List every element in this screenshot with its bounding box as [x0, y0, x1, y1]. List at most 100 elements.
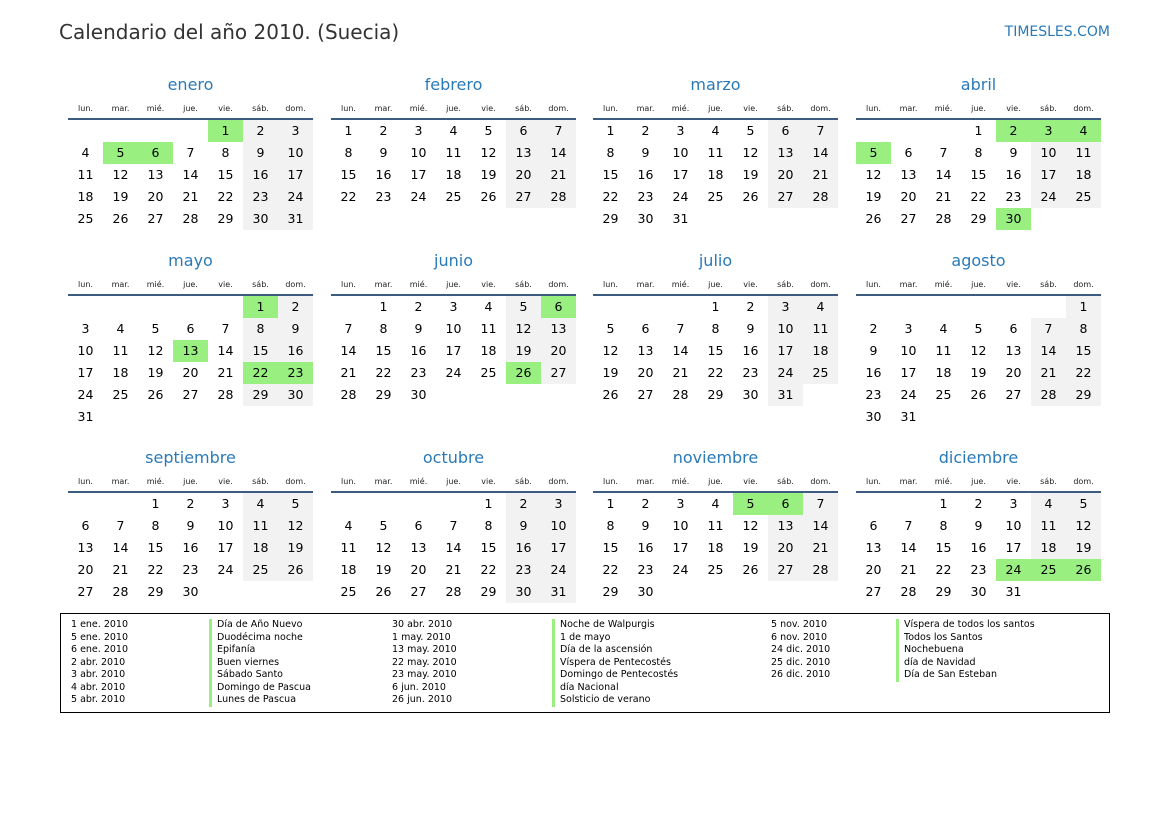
holiday-day: 1	[208, 120, 243, 142]
day-cell: 17	[1031, 164, 1066, 186]
day-cell: 13	[768, 142, 803, 164]
day-cell: 21	[340, 365, 357, 380]
day-cell: 5	[746, 123, 755, 138]
day-cell: 1	[711, 299, 720, 314]
legend-date: 1 may. 2010	[392, 631, 451, 643]
day-grid: 1 2 3 4 5 6 7 8 9 10 11 12 13 14 15 16 17 18 19 20 21 22 23 24 2…	[68, 296, 313, 428]
day-cell: 9	[243, 142, 278, 164]
weekday-label: lun.	[603, 103, 618, 113]
weekday-label: mié.	[671, 103, 690, 113]
holiday-day: 5	[103, 142, 138, 164]
day-cell: 27	[637, 387, 654, 402]
day-cell: 19	[375, 562, 392, 577]
day-cell: 25	[803, 362, 838, 384]
day-cell: 16	[243, 164, 278, 186]
day-grid: 1 2 3 4 5 6 7 8 9 10 11 12 13 14 15 16 17 18 19 20 21 22 23 24 2…	[856, 493, 1101, 603]
day-cell: 27	[768, 186, 803, 208]
day-cell: 17	[900, 365, 917, 380]
day-cell: 24	[410, 189, 427, 204]
day-cell: 4	[243, 493, 278, 515]
month-name: marzo	[690, 75, 741, 94]
day-cell: 6	[81, 518, 90, 533]
weekday-header: lun. mar. mié. jue. vie. sáb. dom.	[593, 98, 838, 120]
day-cell: 8	[1066, 318, 1101, 340]
weekday-label: lun.	[603, 279, 618, 289]
day-cell: 1	[606, 123, 615, 138]
day-cell: 19	[1066, 537, 1101, 559]
day-cell: 20	[410, 562, 427, 577]
day-cell: 25	[707, 562, 724, 577]
day-cell: 23	[1005, 189, 1022, 204]
day-cell: 6	[506, 120, 541, 142]
day-cell: 19	[278, 537, 313, 559]
weekday-label: mié.	[934, 103, 953, 113]
day-cell: 10	[278, 142, 313, 164]
day-cell: 5	[974, 321, 983, 336]
day-cell: 26	[865, 211, 882, 226]
legend-holiday-name: Epifanía	[209, 644, 311, 657]
day-cell: 1	[606, 496, 615, 511]
day-cell: 25	[340, 584, 357, 599]
day-cell: 27	[182, 387, 199, 402]
weekday-label: mié.	[934, 279, 953, 289]
day-cell: 27	[506, 186, 541, 208]
day-cell: 20	[637, 365, 654, 380]
day-cell: 11	[935, 343, 952, 358]
weekday-label: dom.	[548, 476, 569, 486]
holiday-day: 6	[138, 142, 173, 164]
month-name: octubre	[422, 448, 485, 467]
weekday-label: mié.	[409, 103, 428, 113]
day-cell: 4	[1031, 493, 1066, 515]
legend-holiday-name: Domingo de Pentecostés	[552, 669, 678, 682]
legend-date: 22 may. 2010	[392, 656, 457, 668]
day-cell: 28	[803, 186, 838, 208]
day-cell: 7	[344, 321, 353, 336]
day-cell: 4	[344, 518, 353, 533]
day-cell: 14	[672, 343, 689, 358]
day-cell: 6	[768, 120, 803, 142]
month-julio: julio lun. mar. mié. jue. vie. sáb. dom. 1 2 3 4 5 6 7…	[593, 248, 838, 406]
day-grid: 1 2 3 4 5 6 7 8 9 10 11 12 13 14 15 16 17 18 19 20 21 22 23 24 2…	[593, 296, 838, 406]
day-cell: 17	[672, 540, 689, 555]
weekday-label: dom.	[810, 279, 831, 289]
day-cell: 3	[676, 496, 685, 511]
day-cell: 24	[541, 559, 576, 581]
holiday-day: 5	[856, 142, 891, 164]
weekday-label: jue.	[708, 103, 723, 113]
month-mayo: mayo lun. mar. mié. jue. vie. sáb. dom. 1 2 3 4 5 6 7 8…	[68, 248, 313, 428]
legend-names: Noche de Walpurgis 1 de mayo Día de la asc…	[552, 619, 678, 707]
brand-link[interactable]: TIMESLES.COM	[1004, 24, 1110, 40]
day-cell: 22	[375, 365, 392, 380]
day-cell: 18	[707, 540, 724, 555]
day-cell: 31	[1005, 584, 1022, 599]
day-cell: 27	[541, 362, 576, 384]
weekday-label: mar.	[374, 103, 393, 113]
day-cell: 19	[480, 167, 497, 182]
day-cell: 4	[116, 321, 125, 336]
holiday-day: 4	[1066, 120, 1101, 142]
day-cell: 25	[935, 387, 952, 402]
day-cell: 8	[939, 518, 948, 533]
day-cell: 23	[410, 365, 427, 380]
day-cell: 28	[1031, 384, 1066, 406]
day-cell: 14	[1031, 340, 1066, 362]
weekday-header: lun. mar. mié. jue. vie. sáb. dom.	[856, 98, 1101, 120]
day-cell: 23	[506, 559, 541, 581]
day-cell: 10	[217, 518, 234, 533]
day-cell: 11	[77, 167, 94, 182]
day-cell: 19	[865, 189, 882, 204]
day-cell: 19	[147, 365, 164, 380]
legend-holiday-name: Noche de Walpurgis	[552, 619, 678, 632]
holiday-day: 3	[1031, 120, 1066, 142]
day-cell: 30	[637, 211, 654, 226]
day-cell: 14	[803, 142, 838, 164]
day-cell: 14	[541, 142, 576, 164]
legend-holiday-name: Domingo de Pascua	[209, 681, 311, 694]
day-cell: 25	[112, 387, 129, 402]
day-cell: 22	[1066, 362, 1101, 384]
day-cell: 30	[637, 584, 654, 599]
day-cell: 12	[602, 343, 619, 358]
weekday-label: lun.	[341, 279, 356, 289]
day-cell: 22	[707, 365, 724, 380]
legend-names: Día de Año Nuevo Duodécima noche Epifanía B…	[209, 619, 311, 707]
